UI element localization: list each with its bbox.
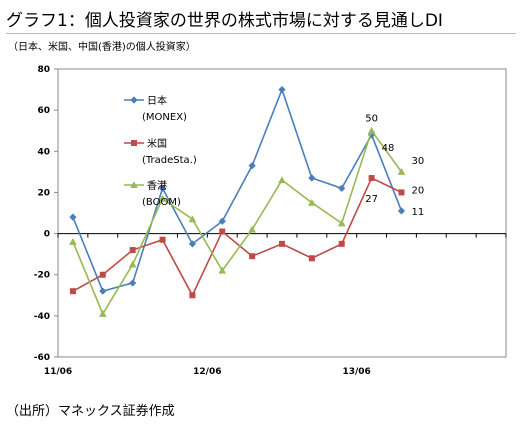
series-1-point (368, 175, 375, 182)
legend-marker-0 (130, 96, 138, 104)
data-label: 30 (411, 156, 424, 167)
series-1-point (159, 236, 166, 243)
y-tick-label: 20 (37, 188, 50, 198)
series-2-point (188, 215, 197, 223)
y-tick-label: 60 (37, 106, 50, 116)
series-2-point (367, 126, 376, 134)
x-tick-label: 12/06 (193, 367, 221, 377)
series-2-point (218, 266, 227, 274)
series-2-point (158, 194, 167, 202)
x-tick-label: 13/06 (342, 367, 370, 377)
series-0-point (338, 184, 346, 192)
legend-marker-2 (130, 181, 138, 189)
series-0-point (368, 131, 376, 139)
data-label: 11 (411, 207, 424, 218)
series-2-point (128, 260, 137, 268)
legend-name-2: 香港 (147, 180, 167, 192)
series-1-point (308, 255, 315, 262)
series-1-point (69, 288, 76, 295)
series-line-2 (72, 128, 403, 316)
data-label: 48 (382, 143, 395, 154)
data-label: 20 (411, 185, 424, 196)
series-1-point (338, 240, 345, 247)
series-2-point (397, 168, 406, 175)
y-tick-label: -20 (34, 271, 50, 281)
series-1-point (189, 292, 196, 299)
source-note: （出所）マネックス証券作成 (6, 404, 175, 419)
series-0-point (248, 162, 256, 170)
series-0-point (158, 184, 167, 192)
series-1-point (279, 240, 285, 247)
legend-name-0: 日本 (147, 94, 167, 107)
legend-sub-2: (BOOM) (142, 197, 181, 208)
series-0-point (188, 240, 196, 248)
series-0-point (308, 174, 316, 182)
y-tick-label: -60 (34, 353, 50, 363)
data-label: 50 (365, 114, 378, 125)
series-2-point (248, 225, 256, 233)
y-tick-label: -40 (34, 312, 50, 322)
data-label: 27 (365, 194, 378, 205)
series-0-point (397, 207, 406, 215)
legend-sub-0: (MONEX) (142, 112, 187, 123)
series-2-point (308, 198, 316, 206)
y-tick-label: 40 (37, 147, 50, 157)
series-line-0 (72, 87, 403, 293)
title-divider (6, 33, 516, 34)
series-2-point (278, 176, 286, 184)
plot-area (57, 68, 507, 358)
chart-title: グラフ1：個人投資家の世界の株式市場に対する見通しDI (6, 11, 443, 31)
series-1-point (219, 228, 226, 235)
x-tick-label: 11/06 (44, 367, 72, 377)
chart-subtitle: （日本、米国、中国(香港)の個人投資家） (8, 42, 196, 53)
series-2-point (99, 310, 107, 317)
series-0-point (218, 217, 226, 225)
legend-marker-1 (131, 140, 137, 146)
series-line-1 (72, 176, 402, 298)
series-0-point (99, 287, 107, 295)
legend-sub-1: (TradeSta.) (142, 155, 197, 166)
series-1-point (249, 253, 256, 260)
series-1-point (99, 271, 106, 278)
series-2-point (337, 219, 346, 227)
y-tick-label: 0 (44, 230, 50, 240)
series-2-point (69, 238, 77, 245)
series-0-point (278, 85, 286, 94)
legend-name-1: 米国 (147, 137, 167, 150)
series-1-point (129, 247, 136, 254)
series-0-point (69, 213, 77, 221)
y-tick-label: 80 (37, 65, 50, 75)
series-0-point (129, 279, 137, 287)
series-1-point (398, 189, 405, 196)
